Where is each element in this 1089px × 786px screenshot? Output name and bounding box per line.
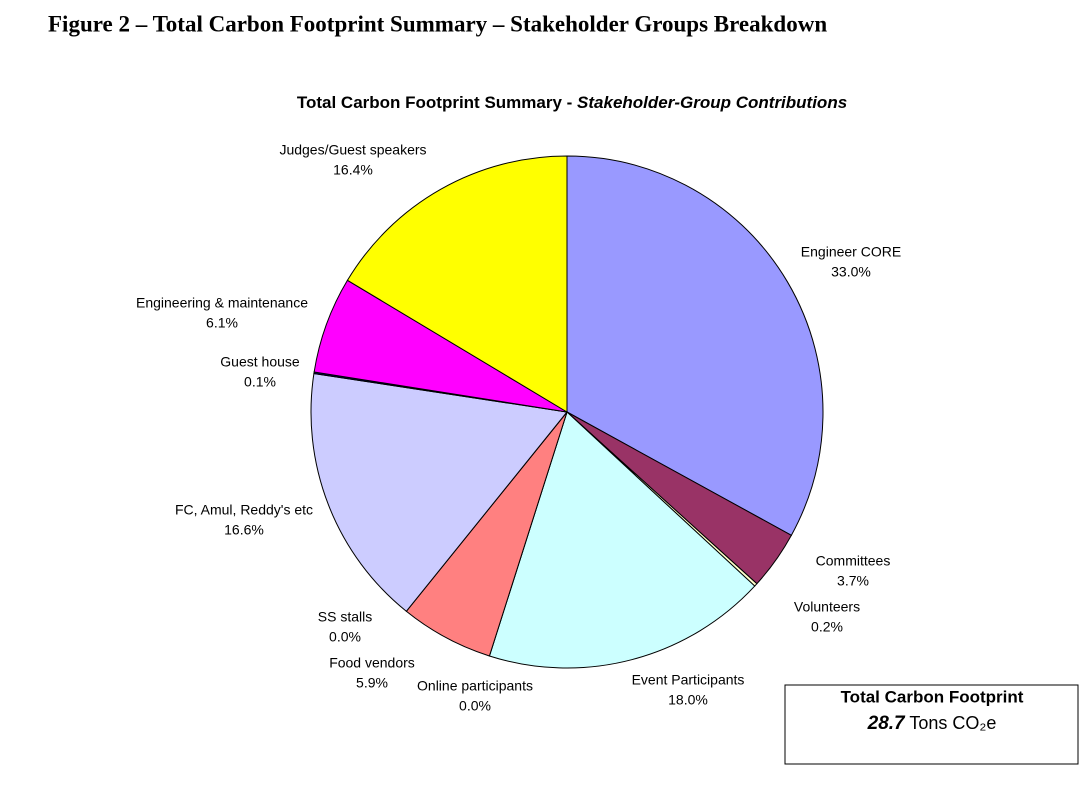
- annotation-unit: Tons CO₂e: [909, 713, 996, 733]
- annotation-value: 28.7: [867, 713, 906, 734]
- pie-slice: [310, 372, 568, 612]
- slice-value-label: 16.4%: [333, 162, 373, 178]
- title: Total Carbon Footprint Summary -: [297, 93, 572, 112]
- annotation-title: Total Carbon Footprint: [841, 687, 1024, 706]
- annotation-box: [784, 684, 1079, 765]
- slice-label: Engineering & maintenance: [136, 295, 308, 311]
- pie-slice: [566, 155, 824, 537]
- slice-value-label: 0.1%: [244, 374, 276, 390]
- chart-title: Total Carbon Footprint Summary - Stakeho…: [297, 93, 847, 112]
- slice-value-label: 6.1%: [206, 315, 238, 331]
- slice-value-label: 18.0%: [668, 692, 708, 708]
- slice-label: Guest house: [220, 354, 300, 370]
- slice-label: Judges/Guest speakers: [279, 142, 426, 158]
- slice-label: Engineer CORE: [801, 244, 901, 260]
- pie-slice: [346, 155, 568, 413]
- slice-label: Event Participants: [632, 672, 745, 688]
- slice-label: Food vendors: [329, 655, 415, 671]
- slice-value-label: 0.2%: [811, 619, 843, 635]
- slice-label: FC, Amul, Reddy's etc: [175, 502, 313, 518]
- slice-label: SS stalls: [318, 609, 372, 625]
- subtitle: Stakeholder-Group Contributions: [577, 93, 847, 112]
- slice-value-label: 16.6%: [224, 522, 264, 538]
- pie: [310, 155, 824, 669]
- slice-label: Volunteers: [794, 599, 860, 615]
- slice-value-label: 0.0%: [329, 629, 361, 645]
- slice-value-label: 0.0%: [459, 698, 491, 714]
- slice-label: Committees: [816, 553, 891, 569]
- slice-value-label: 33.0%: [831, 264, 871, 280]
- slice-value-label: 3.7%: [837, 573, 869, 589]
- slice-value-label: 5.9%: [356, 675, 388, 691]
- figure-caption: Figure 2 – Total Carbon Footprint Summar…: [48, 11, 827, 36]
- slice-label: Online participants: [417, 678, 533, 694]
- annotation-line: 28.7 Tons CO₂e: [867, 713, 997, 734]
- pie-slice: [488, 411, 756, 669]
